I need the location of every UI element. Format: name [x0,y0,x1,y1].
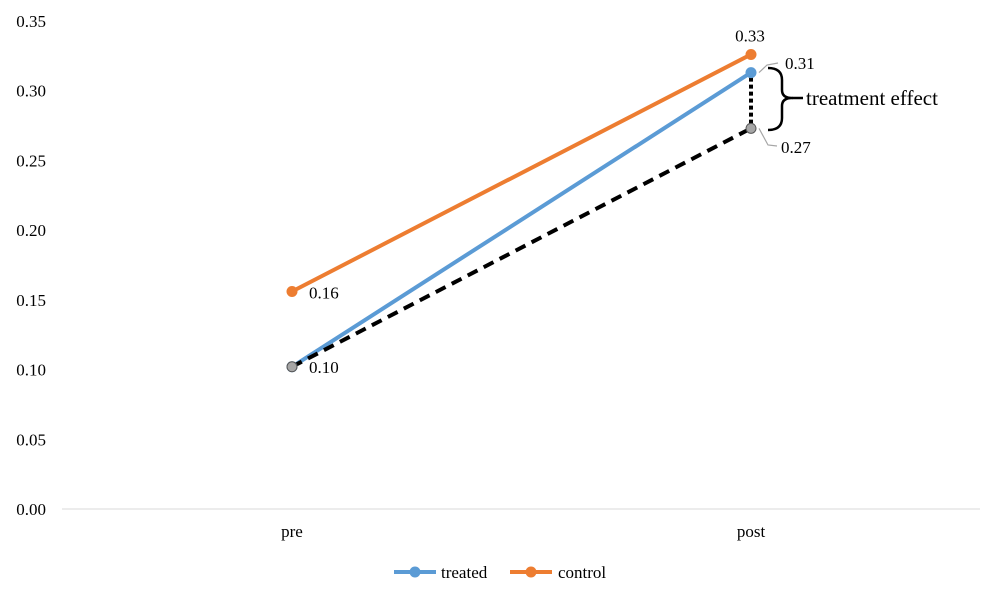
series-lines [290,52,753,369]
legend-marker-control [525,566,537,578]
x-tick-label: pre [281,522,303,541]
legend: treated control [394,563,606,582]
data-label-treated-post: 0.31 [785,54,815,73]
y-tick-label: 0.30 [16,82,46,101]
data-label-treated-pre: 0.10 [309,358,339,377]
treatment-effect-annotation: treatment effect [767,66,938,132]
legend-label-treated: treated [441,563,488,582]
series-markers [286,48,757,373]
legend-label-control: control [558,563,606,582]
data-label-control-post: 0.33 [735,26,765,45]
marker-control [286,285,298,297]
legend-marker-treated [409,566,421,578]
marker-counterfactual [745,122,757,134]
series-line-control [290,52,753,294]
y-tick-label: 0.15 [16,291,46,310]
y-tick-label: 0.35 [16,12,46,31]
treatment-effect-label: treatment effect [806,86,938,110]
marker-control [745,48,757,60]
series-line-treated [290,70,753,369]
y-tick-label: 0.10 [16,361,46,380]
marker-counterfactual [286,361,298,373]
counterfactual-line [291,126,752,369]
brace-icon [767,66,794,132]
y-tick-label: 0.25 [16,151,46,170]
data-label-control-pre: 0.16 [309,283,339,302]
data-labels: 0.16 0.10 0.33 0.31 0.27 [309,26,815,376]
leader-line-treated-post [758,62,779,74]
y-tick-label: 0.05 [16,430,46,449]
y-tick-labels: 0.00 0.05 0.10 0.15 0.20 0.25 0.30 0.35 [16,12,46,519]
marker-treated [745,67,757,79]
data-label-counterfactual-post: 0.27 [781,138,811,157]
y-tick-label: 0.00 [16,500,46,519]
x-tick-labels: pre post [281,522,765,541]
y-tick-label: 0.20 [16,221,46,240]
leader-line-counterfactual-post [758,128,778,147]
x-tick-label: post [737,522,766,541]
